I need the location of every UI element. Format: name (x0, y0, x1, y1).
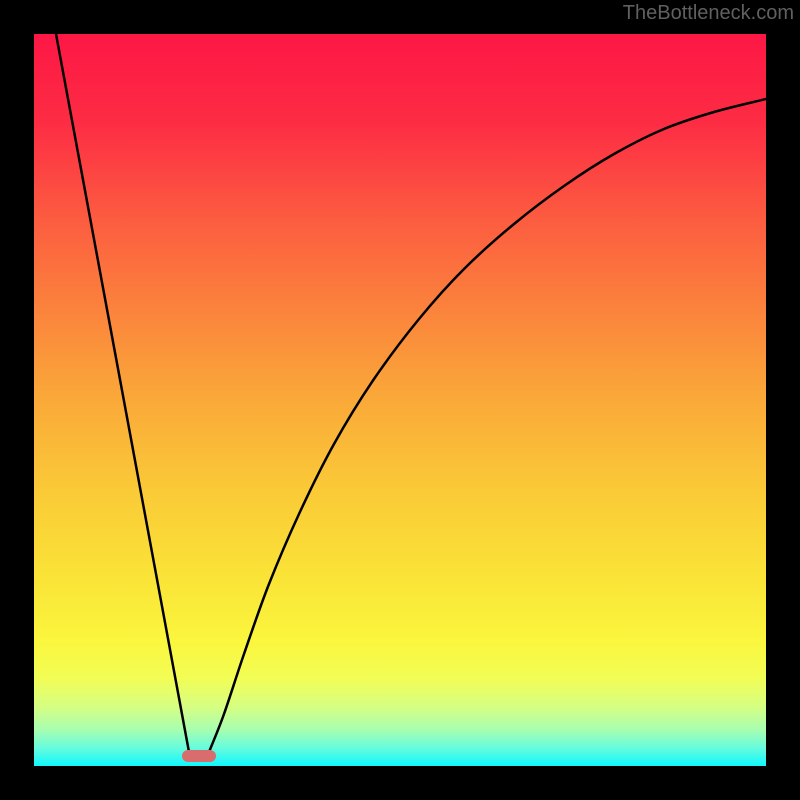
curve-path (56, 34, 766, 752)
chart-container: TheBottleneck.com (0, 0, 800, 800)
valley-marker (182, 750, 216, 762)
curve-layer (34, 34, 766, 766)
plot-area (34, 34, 766, 766)
watermark-text: TheBottleneck.com (623, 2, 794, 25)
